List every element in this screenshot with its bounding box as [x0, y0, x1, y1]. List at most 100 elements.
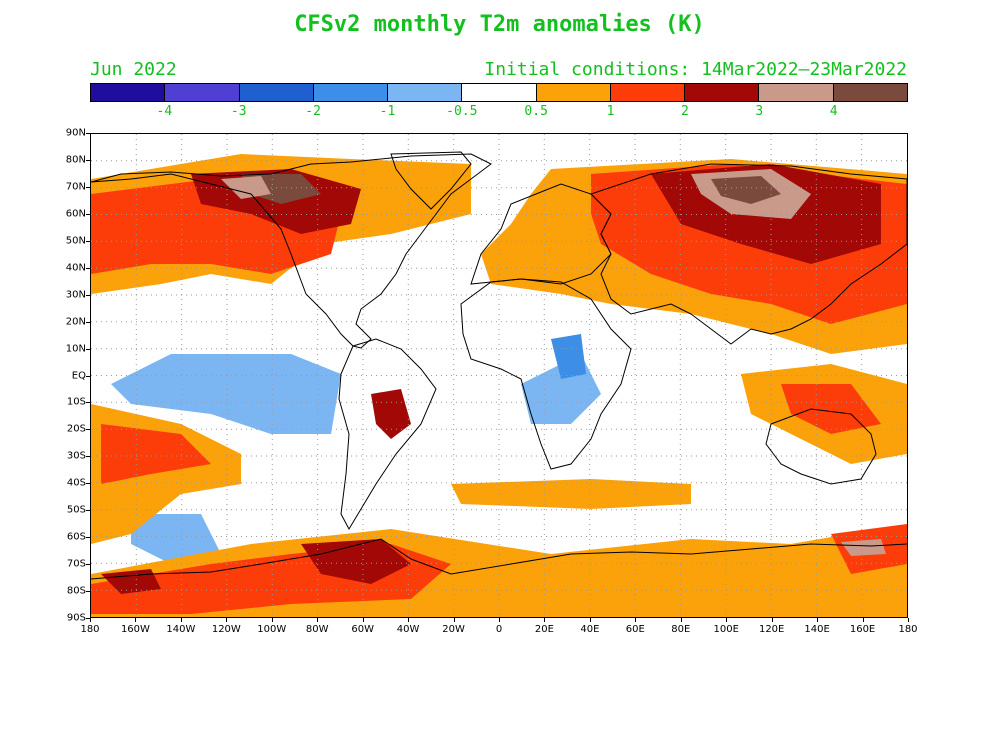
colorbar-segment — [165, 84, 240, 101]
strong-warm-anomaly — [101, 569, 161, 594]
longitude-tick — [680, 618, 682, 622]
longitude-tick — [817, 618, 819, 622]
longitude-label: 160W — [120, 624, 150, 635]
latitude-tick — [86, 294, 90, 296]
longitude-tick — [771, 618, 773, 622]
latitude-label: 90N — [65, 127, 86, 139]
latitude-tick — [86, 483, 90, 485]
warm-anomaly-region — [781, 384, 881, 434]
colorbar-tick-label: -0.5 — [446, 104, 478, 119]
colorbar-segment — [536, 84, 611, 101]
australia-coastline — [765, 408, 877, 485]
longitude-label: 120E — [758, 624, 785, 635]
latitude-label: 20N — [65, 316, 86, 328]
latitude-label: 50S — [66, 504, 86, 516]
longitude-tick — [135, 618, 137, 622]
latitude-label: 30S — [66, 450, 86, 462]
south-america-coastline — [338, 338, 437, 531]
latitude-tick — [86, 429, 90, 431]
longitude-tick — [453, 618, 455, 622]
longitude-label: 100E — [713, 624, 739, 635]
colorbar-segment — [685, 84, 760, 101]
latitude-tick — [86, 213, 90, 215]
north-america-coastline — [91, 153, 492, 349]
map-canvas — [91, 134, 907, 617]
longitude-label: 20E — [534, 624, 554, 635]
cool-anomaly-region — [131, 514, 221, 564]
strong-warm-anomaly — [301, 539, 411, 584]
latitude-label: 20S — [66, 423, 86, 435]
longitude-label: 0 — [495, 624, 503, 635]
warm-anomaly-region — [451, 479, 691, 509]
colorbar-tick-label: 2 — [680, 104, 689, 119]
colorbar-tick-label: 3 — [755, 104, 764, 119]
latitude-tick — [86, 456, 90, 458]
colorbar-segment — [610, 84, 686, 101]
valid-month-label: Jun 2022 — [90, 59, 177, 80]
colorbar-segment — [833, 84, 907, 101]
longitude-label: 100W — [257, 624, 287, 635]
latitude-tick — [86, 267, 90, 269]
latitude-label: 10S — [66, 396, 86, 408]
latitude-tick — [86, 159, 90, 161]
colorbar-segment — [759, 84, 834, 101]
longitude-tick — [635, 618, 637, 622]
longitude-label: 80W — [305, 624, 329, 635]
colorbar-tick-label: 0.5 — [524, 104, 548, 119]
colorbar-segment — [91, 84, 166, 101]
colorbar-tick-label: -3 — [230, 104, 247, 119]
longitude-label: 80E — [671, 624, 691, 635]
longitude-tick — [90, 618, 91, 622]
colorbar-segment — [462, 84, 537, 101]
coastlines — [91, 151, 907, 580]
latitude-label: 90S — [66, 612, 86, 624]
warm-anomaly-region — [101, 424, 211, 484]
latitude-tick — [86, 402, 90, 404]
cool-anomaly-region — [111, 354, 341, 434]
longitude-label: 20W — [442, 624, 465, 635]
latitude-tick — [86, 321, 90, 323]
anomaly-shading — [91, 154, 907, 617]
longitude-tick — [226, 618, 228, 622]
longitude-label: 40W — [396, 624, 420, 635]
latitude-label: 10N — [65, 343, 86, 355]
latitude-label: 80S — [66, 585, 86, 597]
longitude-label: 140E — [804, 624, 830, 635]
colorbar-segment — [313, 84, 389, 101]
map-title: CFSv2 monthly T2m anomalies (K) — [294, 12, 705, 37]
colorbar-segment — [388, 84, 463, 101]
longitude-tick — [908, 618, 909, 622]
latitude-label: 50N — [65, 235, 86, 247]
latitude-label: 80N — [65, 154, 86, 166]
colorbar-tick-label: -4 — [156, 104, 173, 119]
colorbar-segment — [239, 84, 314, 101]
latitude-tick — [86, 133, 90, 134]
latitude-tick — [86, 240, 90, 242]
latitude-label: 70N — [65, 181, 86, 193]
longitude-label: 160E — [849, 624, 876, 635]
longitude-label: 60W — [351, 624, 374, 635]
longitude-label: 180 — [80, 624, 100, 635]
latitude-label: 70S — [66, 558, 86, 570]
colorbar-tick-label: 4 — [829, 104, 838, 119]
extreme-warm-anomaly — [711, 176, 781, 204]
colorbar-tick-label: -1 — [379, 104, 396, 119]
longitude-label: 140W — [166, 624, 196, 635]
longitude-tick — [180, 618, 182, 622]
latitude-tick — [86, 591, 90, 593]
colorbar-tick-label: -2 — [305, 104, 321, 119]
graticule — [91, 134, 907, 617]
longitude-tick — [862, 618, 864, 622]
antarctica-coastline — [91, 538, 907, 580]
latitude-label: EQ — [71, 370, 86, 381]
longitude-label: 60E — [625, 624, 645, 635]
initial-conditions-label: Initial conditions: 14Mar2022–23Mar2022 — [484, 59, 907, 80]
longitude-tick — [499, 618, 500, 622]
latitude-tick — [86, 510, 90, 512]
latitude-label: 30N — [65, 289, 86, 301]
latitude-tick — [86, 618, 90, 619]
longitude-tick — [362, 618, 364, 622]
very-strong-warm-anomaly — [841, 539, 886, 556]
africa-coastline — [460, 278, 632, 470]
colorbar — [90, 83, 908, 102]
